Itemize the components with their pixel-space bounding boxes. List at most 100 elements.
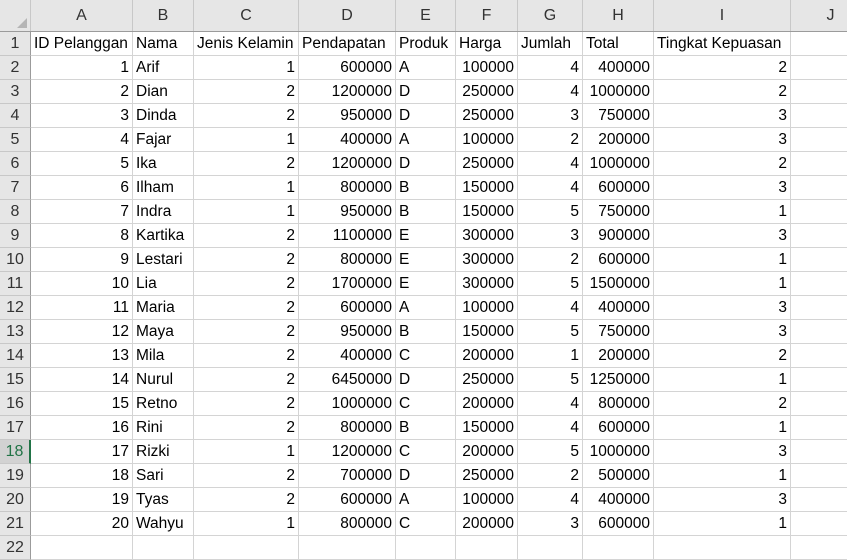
table-cell[interactable]: A	[396, 56, 456, 80]
table-cell[interactable]: 2	[518, 464, 583, 488]
table-cell[interactable]	[396, 536, 456, 560]
header-cell[interactable]: Produk	[396, 32, 456, 56]
table-cell[interactable]: 1200000	[299, 152, 396, 176]
table-cell[interactable]: 1	[31, 56, 133, 80]
table-cell[interactable]: 1	[654, 512, 791, 536]
table-cell[interactable]: A	[396, 128, 456, 152]
row-header-4[interactable]: 4	[0, 104, 31, 128]
table-cell[interactable]	[194, 536, 299, 560]
table-cell[interactable]: 1200000	[299, 440, 396, 464]
row-header-10[interactable]: 10	[0, 248, 31, 272]
table-cell[interactable]: 3	[654, 104, 791, 128]
table-cell[interactable]: 2	[194, 248, 299, 272]
table-cell[interactable]: Ilham	[133, 176, 194, 200]
table-cell[interactable]: Lia	[133, 272, 194, 296]
table-cell[interactable]: Retno	[133, 392, 194, 416]
table-cell[interactable]: Dian	[133, 80, 194, 104]
table-cell[interactable]: 8	[31, 224, 133, 248]
table-cell[interactable]: 250000	[456, 368, 518, 392]
row-header-14[interactable]: 14	[0, 344, 31, 368]
table-cell[interactable]: 400000	[583, 296, 654, 320]
table-cell[interactable]: A	[396, 296, 456, 320]
table-cell[interactable]: C	[396, 440, 456, 464]
table-cell[interactable]: 3	[31, 104, 133, 128]
row-header-7[interactable]: 7	[0, 176, 31, 200]
table-cell[interactable]: Nurul	[133, 368, 194, 392]
table-cell[interactable]: D	[396, 464, 456, 488]
row-header-5[interactable]: 5	[0, 128, 31, 152]
table-cell[interactable]: 800000	[299, 512, 396, 536]
table-cell[interactable]	[791, 248, 847, 272]
table-cell[interactable]: 1	[654, 200, 791, 224]
table-cell[interactable]: B	[396, 416, 456, 440]
row-header-13[interactable]: 13	[0, 320, 31, 344]
table-cell[interactable]: 300000	[456, 272, 518, 296]
table-cell[interactable]: 3	[518, 104, 583, 128]
table-cell[interactable]: 400000	[583, 56, 654, 80]
header-cell[interactable]	[791, 32, 847, 56]
table-cell[interactable]: 800000	[299, 248, 396, 272]
table-cell[interactable]	[791, 416, 847, 440]
table-cell[interactable]	[791, 176, 847, 200]
table-cell[interactable]: 2	[654, 152, 791, 176]
table-cell[interactable]	[133, 536, 194, 560]
row-header-12[interactable]: 12	[0, 296, 31, 320]
table-cell[interactable]: 1	[518, 344, 583, 368]
table-cell[interactable]: 12	[31, 320, 133, 344]
column-header-h[interactable]: H	[583, 0, 654, 31]
table-cell[interactable]: 2	[194, 344, 299, 368]
column-header-b[interactable]: B	[133, 0, 194, 31]
table-cell[interactable]: 2	[518, 248, 583, 272]
table-cell[interactable]: 250000	[456, 152, 518, 176]
table-cell[interactable]: 3	[654, 320, 791, 344]
table-cell[interactable]: 1700000	[299, 272, 396, 296]
row-header-6[interactable]: 6	[0, 152, 31, 176]
row-header-15[interactable]: 15	[0, 368, 31, 392]
table-cell[interactable]: D	[396, 80, 456, 104]
table-cell[interactable]: C	[396, 344, 456, 368]
table-cell[interactable]	[791, 488, 847, 512]
table-cell[interactable]	[791, 368, 847, 392]
table-cell[interactable]: 600000	[299, 56, 396, 80]
table-cell[interactable]: 300000	[456, 248, 518, 272]
table-cell[interactable]: C	[396, 512, 456, 536]
column-header-a[interactable]: A	[31, 0, 133, 31]
table-cell[interactable]: 2	[194, 152, 299, 176]
table-cell[interactable]: 2	[194, 368, 299, 392]
table-cell[interactable]: 5	[518, 320, 583, 344]
header-cell[interactable]: Pendapatan	[299, 32, 396, 56]
row-header-2[interactable]: 2	[0, 56, 31, 80]
table-cell[interactable]: 750000	[583, 200, 654, 224]
table-cell[interactable]: C	[396, 392, 456, 416]
table-cell[interactable]: 4	[31, 128, 133, 152]
table-cell[interactable]	[791, 440, 847, 464]
table-cell[interactable]: 200000	[456, 392, 518, 416]
table-cell[interactable]: 200000	[456, 512, 518, 536]
table-cell[interactable]: 1000000	[583, 440, 654, 464]
table-cell[interactable]: Rini	[133, 416, 194, 440]
table-cell[interactable]: D	[396, 152, 456, 176]
table-cell[interactable]: Dinda	[133, 104, 194, 128]
table-cell[interactable]	[583, 536, 654, 560]
table-cell[interactable]	[791, 464, 847, 488]
table-cell[interactable]: 5	[518, 440, 583, 464]
table-cell[interactable]	[791, 152, 847, 176]
table-cell[interactable]: 15	[31, 392, 133, 416]
table-cell[interactable]: B	[396, 200, 456, 224]
table-cell[interactable]: 10	[31, 272, 133, 296]
table-cell[interactable]: Maria	[133, 296, 194, 320]
table-cell[interactable]: 4	[518, 152, 583, 176]
table-cell[interactable]	[791, 128, 847, 152]
table-cell[interactable]: 100000	[456, 488, 518, 512]
table-cell[interactable]: 2	[194, 272, 299, 296]
row-header-8[interactable]: 8	[0, 200, 31, 224]
table-cell[interactable]	[456, 536, 518, 560]
header-cell[interactable]: Nama	[133, 32, 194, 56]
table-cell[interactable]: 11	[31, 296, 133, 320]
table-cell[interactable]: 5	[31, 152, 133, 176]
column-header-d[interactable]: D	[299, 0, 396, 31]
table-cell[interactable]: 4	[518, 56, 583, 80]
table-cell[interactable]: 2	[518, 128, 583, 152]
table-cell[interactable]	[791, 272, 847, 296]
table-cell[interactable]: B	[396, 320, 456, 344]
